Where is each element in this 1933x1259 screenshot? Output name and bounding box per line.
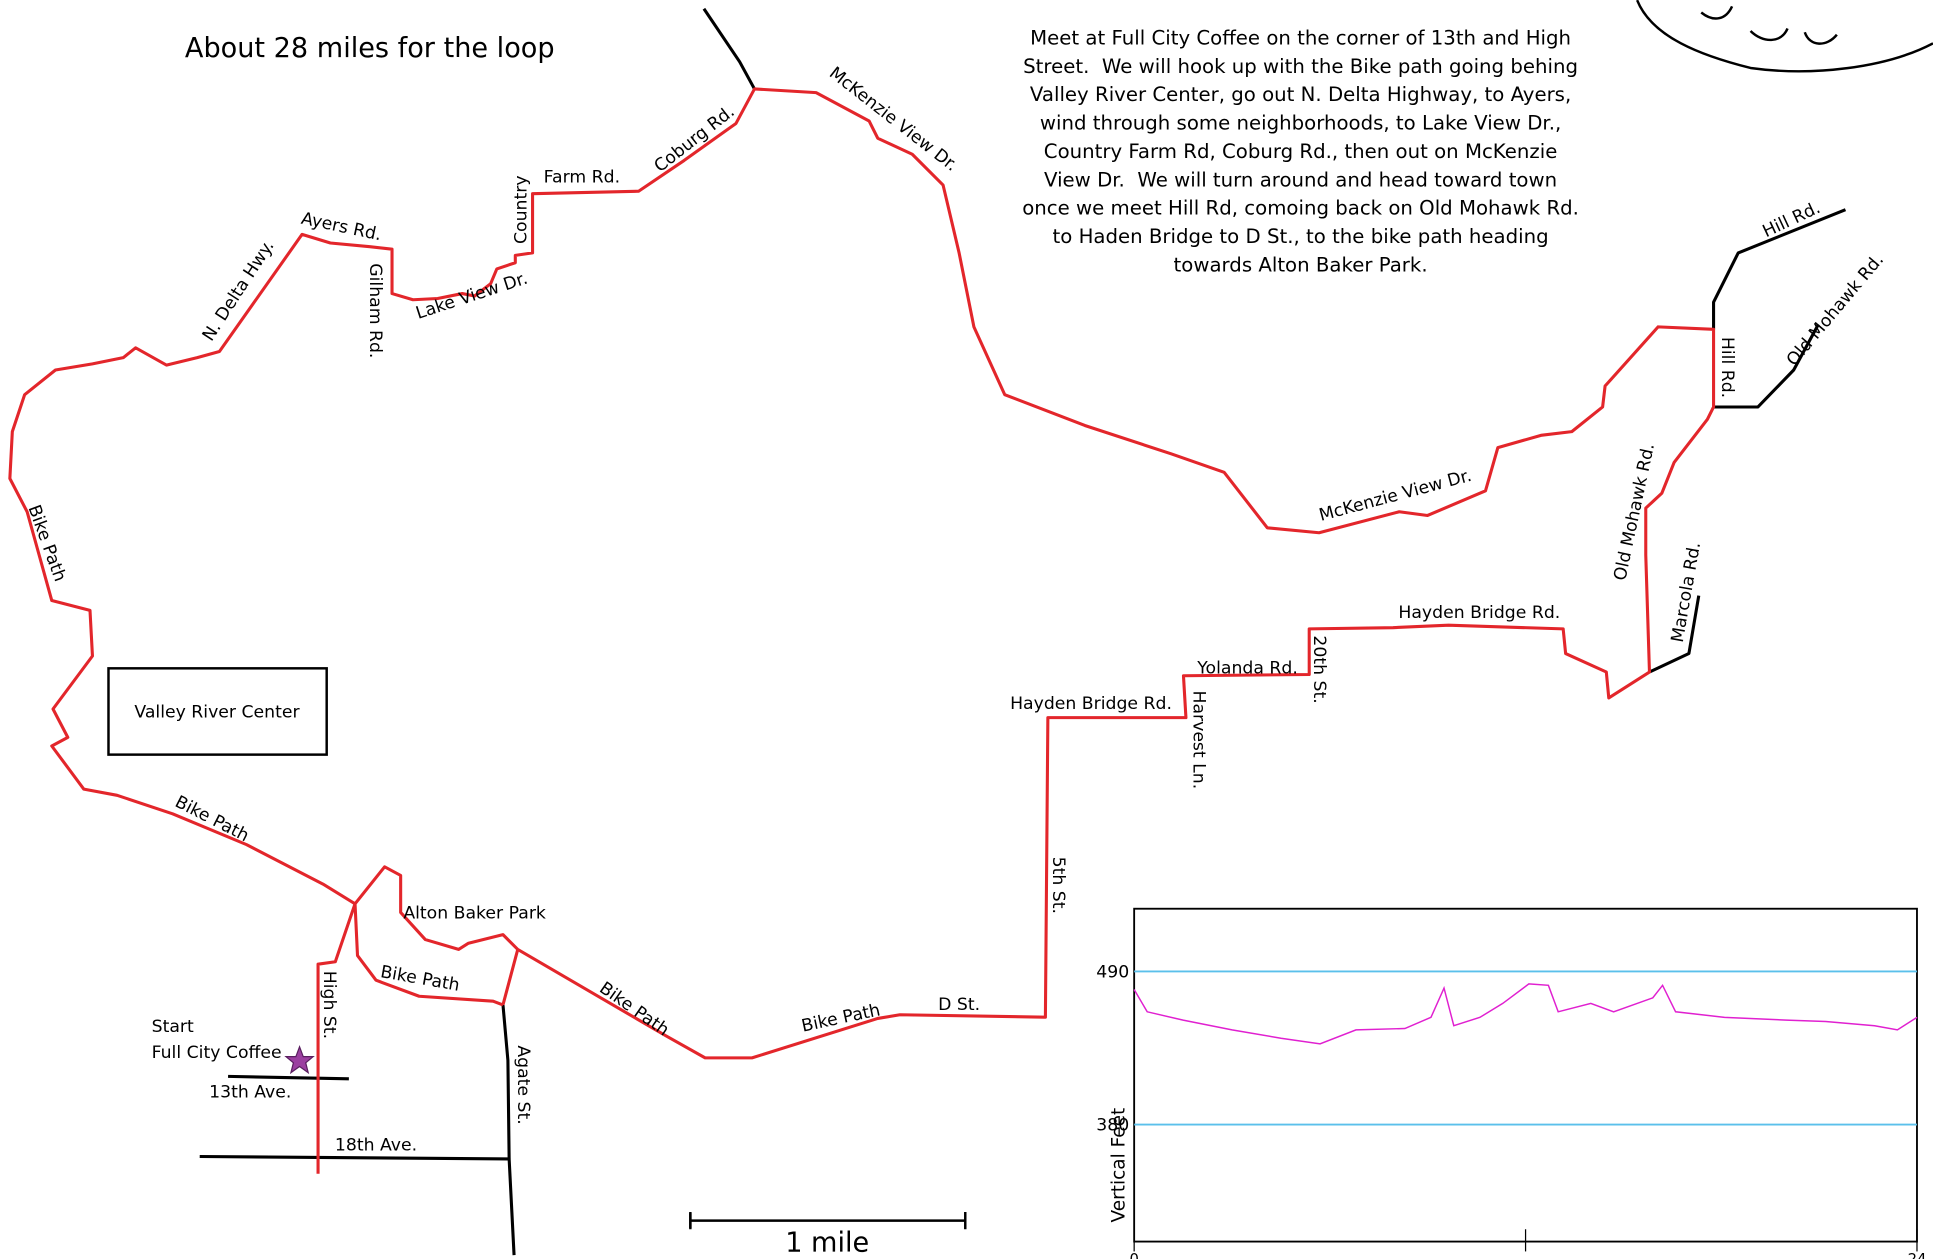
road-label: Hayden Bridge Rd. (1398, 603, 1560, 623)
road-label: 20th St. (1309, 635, 1329, 703)
scale-label: 1 mile (785, 1227, 869, 1258)
description-line: Meet at Full City Coffee on the corner o… (1030, 27, 1571, 50)
road (1648, 595, 1701, 674)
road-label: Alton Baker Park (403, 904, 546, 924)
road (1712, 208, 1847, 330)
landmark-box (107, 667, 328, 756)
road-label: D St. (938, 995, 980, 1015)
road-label: Hill Rd. (1717, 337, 1737, 398)
y-tick-label: 490 (1096, 963, 1129, 983)
x-tick-label: 0 (1129, 1251, 1138, 1259)
title: About 28 miles for the loop (185, 33, 555, 64)
description-line: Street. We will hook up with the Bike pa… (1023, 55, 1578, 78)
elevation-chart: 490 380 0 24 (1096, 963, 1926, 1259)
elevation-line (1133, 983, 1918, 1045)
route (353, 903, 504, 1007)
y-tick-label: 380 (1096, 1116, 1129, 1136)
road (501, 1004, 516, 1256)
description-line: towards Alton Baker Park. (1174, 253, 1428, 276)
logo-detail (1700, 5, 1838, 45)
road-label: Gilham Rd. (365, 263, 385, 358)
start-label: Start (152, 1017, 194, 1037)
description-line: to Haden Bridge to D St., to the bike pa… (1053, 225, 1549, 248)
road (702, 7, 756, 90)
road-label: Harvest Ln. (1188, 690, 1208, 789)
description-line: Country Farm Rd, Coburg Rd., then out on… (1044, 140, 1558, 163)
start-star (284, 1045, 315, 1075)
road (1713, 323, 1820, 409)
road-label: 13th Ave. (209, 1082, 291, 1102)
x-tick-label: 24 (1908, 1251, 1927, 1259)
road (199, 1154, 510, 1161)
start-label: Full City Coffee (152, 1043, 282, 1063)
description-line: Valley River Center, go out N. Delta Hig… (1030, 83, 1571, 106)
route (8, 87, 1716, 1174)
logo (1635, 0, 1933, 73)
road-label: Farm Rd. (544, 168, 620, 188)
y-axis-label: Vertical Feet (1108, 1108, 1129, 1223)
route (501, 949, 520, 1006)
road-label: Hayden Bridge Rd. (1010, 694, 1172, 714)
description-line: once we meet Hill Rd, comoing back on Ol… (1022, 197, 1579, 220)
road-label: 18th Ave. (335, 1135, 417, 1155)
description-line: wind through some neighborhoods, to Lake… (1040, 112, 1561, 135)
road-label: Country (511, 175, 531, 244)
road-label: Agate St. (513, 1045, 533, 1124)
road-label: 5th St. (1048, 857, 1068, 914)
description-line: View Dr. We will turn around and head to… (1044, 168, 1557, 191)
description: Meet at Full City Coffee on the corner o… (1022, 27, 1579, 277)
road-label: Yolanda Rd. (1196, 658, 1298, 678)
landmark-label: Valley River Center (134, 703, 300, 723)
road-label: High St. (319, 971, 339, 1039)
road (228, 1074, 349, 1081)
